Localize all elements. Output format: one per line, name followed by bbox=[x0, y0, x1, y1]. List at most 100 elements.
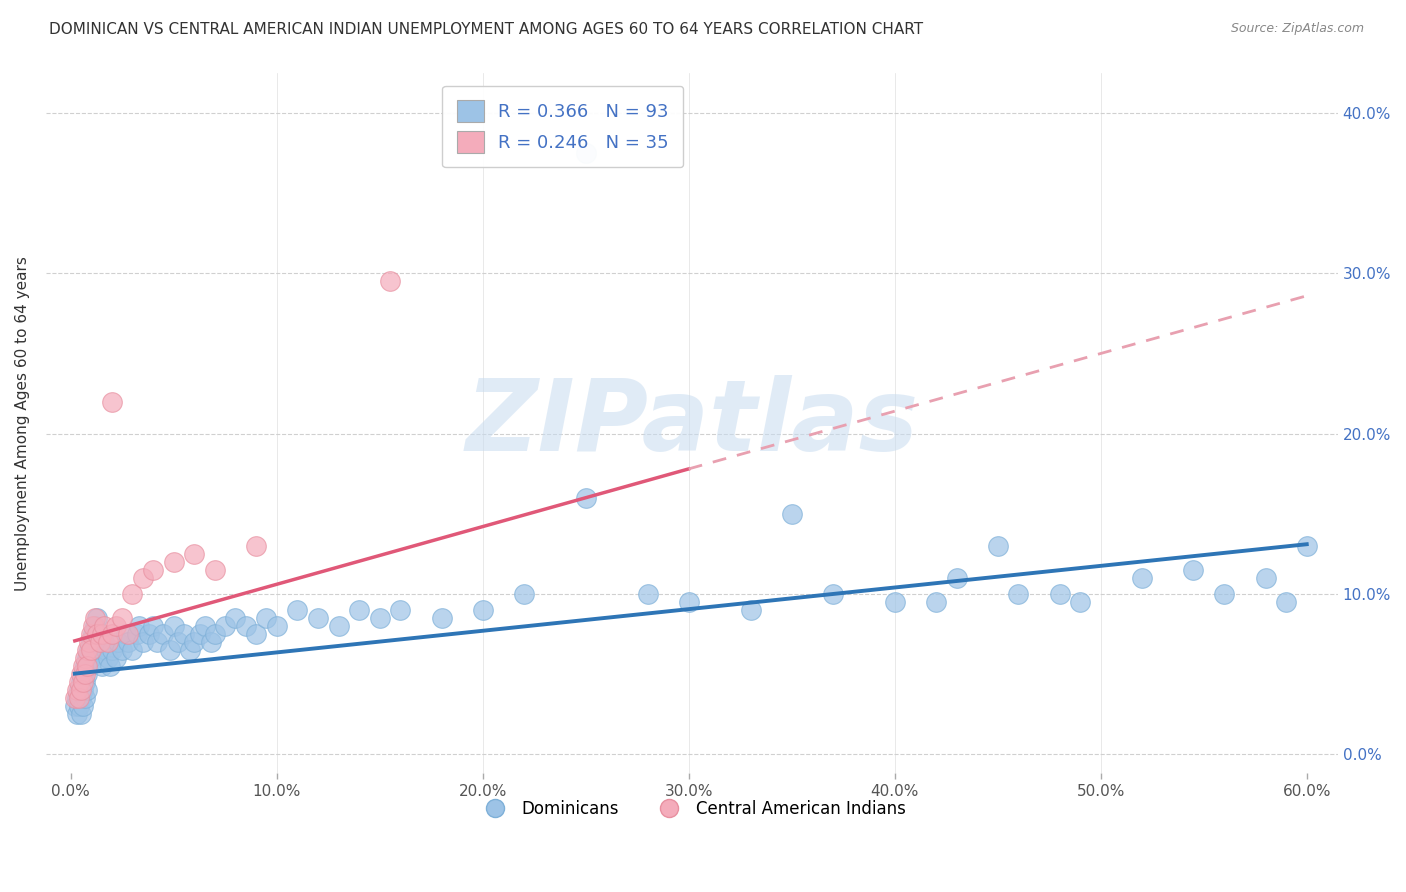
Central American Indians bbox=[75, 651, 97, 665]
Dominicans bbox=[190, 627, 212, 641]
Dominicans bbox=[430, 611, 453, 625]
Central American Indians bbox=[86, 627, 108, 641]
Dominicans bbox=[75, 659, 97, 673]
Central American Indians bbox=[67, 691, 90, 706]
Dominicans bbox=[821, 587, 844, 601]
Text: Source: ZipAtlas.com: Source: ZipAtlas.com bbox=[1230, 22, 1364, 36]
Central American Indians bbox=[66, 683, 89, 698]
Dominicans bbox=[125, 627, 148, 641]
Dominicans bbox=[77, 659, 100, 673]
Central American Indians bbox=[204, 563, 226, 577]
Legend: Dominicans, Central American Indians: Dominicans, Central American Indians bbox=[471, 793, 912, 824]
Central American Indians bbox=[70, 683, 93, 698]
Dominicans bbox=[77, 643, 100, 657]
Dominicans bbox=[285, 603, 308, 617]
Dominicans bbox=[152, 627, 174, 641]
Dominicans bbox=[368, 611, 391, 625]
Dominicans bbox=[76, 683, 98, 698]
Dominicans bbox=[678, 595, 700, 609]
Central American Indians bbox=[105, 619, 128, 633]
Central American Indians bbox=[378, 274, 401, 288]
Dominicans bbox=[235, 619, 257, 633]
Dominicans bbox=[84, 619, 107, 633]
Dominicans bbox=[1254, 571, 1277, 585]
Dominicans bbox=[740, 603, 762, 617]
Dominicans bbox=[67, 683, 90, 698]
Dominicans bbox=[183, 635, 205, 649]
Dominicans bbox=[307, 611, 329, 625]
Central American Indians bbox=[183, 547, 205, 561]
Central American Indians bbox=[63, 691, 86, 706]
Dominicans bbox=[194, 619, 217, 633]
Central American Indians bbox=[111, 611, 134, 625]
Y-axis label: Unemployment Among Ages 60 to 64 years: Unemployment Among Ages 60 to 64 years bbox=[15, 256, 30, 591]
Dominicans bbox=[347, 603, 370, 617]
Dominicans bbox=[266, 619, 288, 633]
Dominicans bbox=[214, 619, 236, 633]
Central American Indians bbox=[77, 635, 100, 649]
Dominicans bbox=[105, 651, 128, 665]
Dominicans bbox=[1007, 587, 1029, 601]
Dominicans bbox=[883, 595, 905, 609]
Dominicans bbox=[86, 611, 108, 625]
Central American Indians bbox=[97, 635, 120, 649]
Dominicans bbox=[98, 659, 121, 673]
Central American Indians bbox=[163, 555, 186, 569]
Dominicans bbox=[72, 699, 94, 714]
Central American Indians bbox=[76, 659, 98, 673]
Central American Indians bbox=[117, 627, 139, 641]
Dominicans bbox=[1130, 571, 1153, 585]
Dominicans bbox=[75, 691, 97, 706]
Dominicans bbox=[117, 635, 139, 649]
Central American Indians bbox=[67, 675, 90, 690]
Dominicans bbox=[173, 627, 195, 641]
Dominicans bbox=[780, 507, 803, 521]
Dominicans bbox=[84, 635, 107, 649]
Dominicans bbox=[1275, 595, 1298, 609]
Dominicans bbox=[1069, 595, 1091, 609]
Dominicans bbox=[1182, 563, 1205, 577]
Central American Indians bbox=[101, 627, 124, 641]
Central American Indians bbox=[80, 627, 103, 641]
Dominicans bbox=[72, 667, 94, 681]
Dominicans bbox=[82, 627, 104, 641]
Dominicans bbox=[138, 627, 160, 641]
Central American Indians bbox=[80, 643, 103, 657]
Dominicans bbox=[146, 635, 169, 649]
Dominicans bbox=[254, 611, 277, 625]
Dominicans bbox=[66, 707, 89, 722]
Dominicans bbox=[75, 675, 97, 690]
Dominicans bbox=[471, 603, 494, 617]
Dominicans bbox=[80, 635, 103, 649]
Central American Indians bbox=[76, 643, 98, 657]
Central American Indians bbox=[90, 627, 112, 641]
Dominicans bbox=[101, 643, 124, 657]
Dominicans bbox=[70, 707, 93, 722]
Central American Indians bbox=[75, 667, 97, 681]
Dominicans bbox=[128, 619, 150, 633]
Central American Indians bbox=[132, 571, 155, 585]
Central American Indians bbox=[72, 659, 94, 673]
Dominicans bbox=[115, 627, 138, 641]
Central American Indians bbox=[84, 611, 107, 625]
Dominicans bbox=[70, 691, 93, 706]
Dominicans bbox=[987, 539, 1010, 553]
Dominicans bbox=[90, 659, 112, 673]
Dominicans bbox=[90, 643, 112, 657]
Dominicans bbox=[389, 603, 412, 617]
Dominicans bbox=[224, 611, 246, 625]
Dominicans bbox=[63, 699, 86, 714]
Dominicans bbox=[76, 667, 98, 681]
Dominicans bbox=[93, 635, 115, 649]
Central American Indians bbox=[82, 619, 104, 633]
Dominicans bbox=[513, 587, 536, 601]
Dominicans bbox=[575, 491, 598, 505]
Dominicans bbox=[76, 651, 98, 665]
Dominicans bbox=[80, 651, 103, 665]
Dominicans bbox=[66, 691, 89, 706]
Dominicans bbox=[245, 627, 267, 641]
Central American Indians bbox=[121, 587, 143, 601]
Dominicans bbox=[142, 619, 165, 633]
Dominicans bbox=[1049, 587, 1071, 601]
Dominicans bbox=[925, 595, 948, 609]
